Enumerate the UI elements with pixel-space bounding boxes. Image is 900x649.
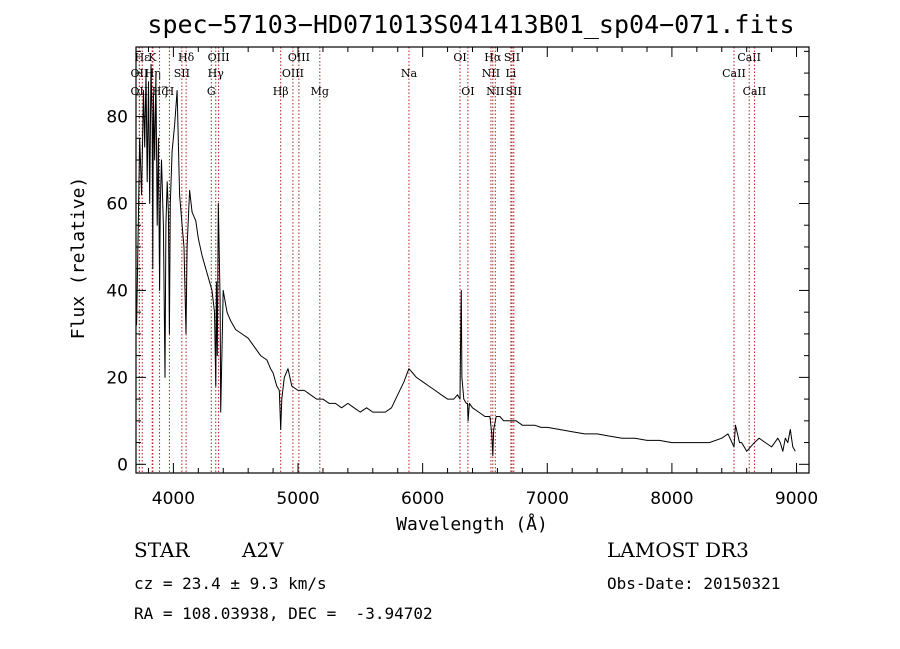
x-axis-label: Wavelength (Å): [396, 513, 548, 535]
x-tick-label: 7000: [526, 489, 569, 509]
spectral-line-label: CaII: [737, 51, 761, 64]
object-subclass: A2V: [242, 538, 284, 562]
spectral-line-label: OIII: [288, 51, 310, 64]
spectral-line-label: OI: [453, 51, 466, 64]
spectral-line-label: OIII: [208, 51, 230, 64]
observation-date: Obs-Date: 20150321: [607, 574, 781, 593]
spectral-line-label: SII: [506, 85, 522, 98]
spectral-line-label: NII: [482, 67, 500, 80]
y-tick-label: 60: [106, 194, 128, 214]
x-tick-label: 4000: [152, 489, 195, 509]
spectral-line-label: Hδ: [178, 51, 195, 64]
x-tick-label: 5000: [276, 489, 319, 509]
spectral-line-label: Hα: [484, 51, 502, 64]
object-class: STAR: [134, 538, 190, 562]
spectral-line-label: NII: [486, 85, 504, 98]
coordinates: RA = 108.03938, DEC = -3.94702: [134, 604, 433, 623]
x-tick-label: 6000: [401, 489, 444, 509]
spectral-line-label: Hγ: [208, 67, 225, 80]
spectral-line-label: Hη: [145, 67, 161, 80]
y-axis-label: Flux (relative): [68, 177, 89, 340]
y-tick-label: 20: [106, 368, 128, 388]
spectral-line-label: OI: [461, 85, 474, 98]
spectral-line-label: CaII: [743, 85, 767, 98]
plot-frame: [135, 46, 810, 474]
y-tick-label: 40: [106, 281, 128, 301]
spectral-line-label: Li: [505, 67, 516, 80]
spectral-line-label: OIII: [282, 67, 304, 80]
y-tick-label: 80: [106, 108, 128, 128]
y-tick-label: 0: [117, 455, 128, 475]
spectral-line-label: CaII: [722, 67, 746, 80]
spectral-line-label: Hβ: [273, 85, 289, 98]
x-tick-label: 9000: [775, 489, 818, 509]
x-tick-label: 8000: [650, 489, 693, 509]
spectral-line-label: SII: [174, 67, 190, 80]
chart-title: spec−57103−HD071013S041413B01_sp04−071.f…: [147, 10, 794, 39]
redshift-value: cz = 23.4 ± 9.3 km/s: [134, 574, 327, 593]
spectral-line-label: SII: [504, 51, 520, 64]
spectral-line-label: Na: [401, 67, 418, 80]
survey-name: LAMOST DR3: [607, 538, 749, 562]
spectral-line-label: Hε: [135, 51, 151, 64]
spectrum-series-line: [136, 63, 796, 457]
spectral-line-label: Mg: [311, 85, 329, 98]
spectral-line-label: H: [165, 85, 175, 98]
spectral-line-label: G: [207, 85, 216, 98]
